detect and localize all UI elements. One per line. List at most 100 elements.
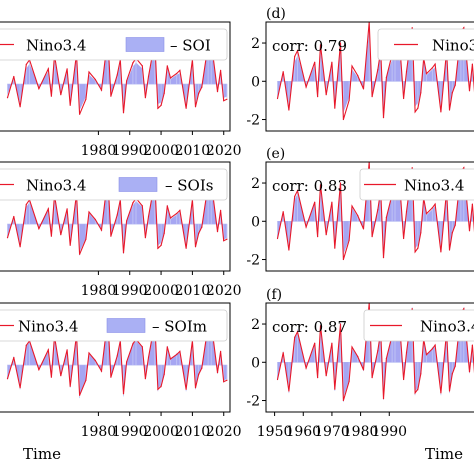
nino34-point <box>223 381 225 383</box>
nino34-point <box>317 96 319 98</box>
nino34-point <box>19 106 21 108</box>
nino34-point <box>198 92 200 94</box>
nino34-point <box>377 69 379 71</box>
nino34-point <box>160 104 162 106</box>
legend-nino34-label: Nino3.4 <box>432 37 474 55</box>
nino34-point <box>334 107 336 109</box>
nino34-point <box>223 100 225 102</box>
nino34-point <box>385 357 387 360</box>
nino34-point <box>94 218 96 221</box>
legend-nino34-label: Nino3.4 <box>18 318 78 336</box>
nino34-point <box>371 96 373 98</box>
legend-soi-label: – SOIs <box>165 177 213 195</box>
nino34-point <box>116 355 118 357</box>
nino34-point <box>331 201 333 203</box>
nino34-point <box>417 107 419 109</box>
nino34-point <box>351 65 353 67</box>
nino34-point <box>25 344 27 346</box>
nino34-point <box>403 97 405 100</box>
panel-4: -2 0 2 (e) corr: 0.83 Nino3.4 <box>246 146 474 272</box>
x-tick-label: 1980 <box>81 283 117 299</box>
series-nino34-line <box>276 303 474 401</box>
nino34-point <box>226 238 228 240</box>
legend-soi-label: – SOI <box>170 37 211 55</box>
nino34-point <box>147 215 150 218</box>
panel-label: (f) <box>266 287 282 303</box>
nino34-point <box>342 399 344 402</box>
nino34-point <box>317 377 319 379</box>
nino34-point <box>339 323 342 325</box>
nino34-point <box>325 375 327 377</box>
nino34-point <box>451 373 453 375</box>
x-tick-label: 1950 <box>257 424 293 440</box>
x-tick-label: 2010 <box>175 283 211 299</box>
panel-label: (e) <box>266 146 285 162</box>
nino34-point <box>296 190 299 192</box>
nino34-point <box>463 167 465 169</box>
nino34-point <box>351 205 353 207</box>
axes-frame <box>0 302 231 413</box>
axes-frame <box>265 21 474 132</box>
nino34-point <box>163 373 165 375</box>
nino34-point <box>434 203 436 205</box>
nino34-point <box>60 94 62 96</box>
nino34-point <box>305 86 307 88</box>
nino34-point <box>357 214 359 217</box>
nino34-point <box>471 63 473 65</box>
nino34-point <box>351 346 353 348</box>
nino34-point <box>126 361 128 363</box>
nino34-point <box>385 76 387 79</box>
nino34-point <box>176 212 178 215</box>
nino34-point <box>331 342 333 344</box>
nino34-point <box>50 235 53 237</box>
nino34-point <box>141 346 143 348</box>
x-tick-label: 1990 <box>112 424 148 440</box>
nino34-point <box>25 203 27 205</box>
nino34-point <box>319 44 322 46</box>
nino34-point <box>185 107 187 109</box>
nino34-point <box>448 249 451 251</box>
nino34-point <box>431 67 433 69</box>
nino34-point <box>296 331 299 333</box>
nino34-point <box>100 229 103 231</box>
nino34-point <box>126 220 128 222</box>
nino34-point <box>160 385 162 387</box>
nino34-point <box>468 371 471 373</box>
nino34-point <box>414 392 416 394</box>
nino34-point <box>160 244 162 246</box>
nino34-point <box>405 71 408 73</box>
axes-frame <box>0 21 231 132</box>
legend-soi-swatch <box>106 318 146 333</box>
nino34-point <box>132 62 134 64</box>
x-tick-label: 2020 <box>206 283 242 299</box>
nino34-point <box>334 247 336 249</box>
corr-label: corr: 0.79 <box>272 37 347 55</box>
nino34-point <box>13 75 15 78</box>
nino34-point <box>382 257 385 259</box>
nino34-point <box>220 350 222 352</box>
legend-box <box>377 28 474 61</box>
corr-label: corr: 0.87 <box>272 318 347 336</box>
nino34-point <box>414 251 416 253</box>
nino34-point <box>451 232 453 234</box>
legend-nino34-label: Nino3.4 <box>26 177 86 195</box>
nino34-point <box>294 195 296 197</box>
nino34-point <box>19 387 21 389</box>
y-tick-label: 0 <box>251 214 260 230</box>
nino34-point <box>141 65 143 67</box>
nino34-point <box>79 394 81 396</box>
nino34-point <box>38 228 40 230</box>
nino34-point <box>88 352 90 354</box>
nino34-point <box>319 325 322 327</box>
nino34-point <box>417 388 419 390</box>
nino34-point <box>216 231 219 233</box>
y-tick-label: -2 <box>246 253 260 269</box>
nino34-point <box>176 353 178 356</box>
nino34-point <box>132 343 134 345</box>
nino34-point <box>448 390 451 392</box>
nino34-point <box>94 359 96 362</box>
nino34-point <box>185 247 187 249</box>
nino34-point <box>38 369 40 371</box>
